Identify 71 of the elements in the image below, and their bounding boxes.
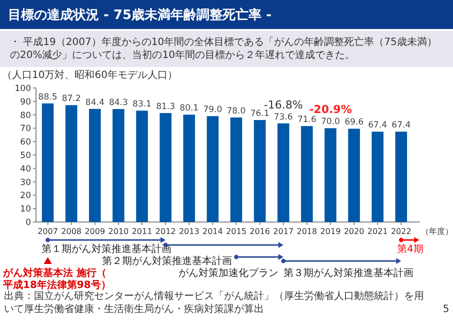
x-tick-label: 2007 bbox=[38, 227, 58, 236]
source-note: 出典：国立がん研究センターがん情報サービス「がん統計」（厚生労働省人口動態統計）を用いて厚生労働省健康・生活衛生局がん・疾病対策課が算出 bbox=[4, 290, 424, 315]
bar bbox=[372, 132, 384, 222]
x-tick-label: 2009 bbox=[84, 227, 106, 236]
bar bbox=[183, 114, 196, 222]
data-label: 69.6 bbox=[344, 118, 364, 128]
data-label: 84.3 bbox=[108, 98, 128, 108]
data-label: 79.0 bbox=[203, 105, 222, 116]
y-tick-label: 90 bbox=[20, 97, 31, 108]
y-tick-label: 30 bbox=[20, 178, 31, 188]
bar bbox=[324, 128, 336, 222]
x-tick-label: 2012 bbox=[155, 227, 176, 236]
text: がん対策基本法 施行（平成18年法律第98号） bbox=[2, 267, 111, 291]
y-axis-title: （人口10万対、昭和60年モデル人口） bbox=[2, 69, 178, 81]
bar bbox=[206, 116, 219, 222]
text: 5 bbox=[442, 304, 450, 315]
y-tick-label: 0 bbox=[26, 218, 31, 228]
y-tick-label: 10 bbox=[20, 204, 31, 215]
x-tick-label: 2018 bbox=[296, 227, 318, 236]
data-label: 67.4 bbox=[392, 120, 411, 131]
bar bbox=[395, 132, 408, 222]
x-tick-label: 2020 bbox=[344, 227, 364, 236]
data-label: 83.1 bbox=[132, 100, 152, 110]
y-tick-label: 100 bbox=[14, 84, 31, 94]
x-tick-label: 2010 bbox=[108, 227, 129, 236]
bar bbox=[301, 126, 313, 222]
x-tick-label: 2011 bbox=[132, 227, 152, 236]
y-tick-label: 40 bbox=[20, 164, 31, 174]
y-tick-label: 60 bbox=[20, 138, 31, 148]
y-tick-label: 70 bbox=[20, 124, 31, 134]
x-axis-title: （年度） bbox=[421, 227, 453, 236]
bar bbox=[42, 103, 54, 222]
x-tick-label: 2015 bbox=[226, 227, 246, 236]
bar bbox=[254, 120, 266, 222]
data-label: 73.6 bbox=[274, 112, 293, 122]
text: 第4期 bbox=[396, 243, 424, 255]
y-tick-label: 50 bbox=[20, 151, 31, 161]
data-label: 80.1 bbox=[180, 104, 199, 114]
data-label: 78.0 bbox=[226, 106, 246, 116]
x-tick-label: 2014 bbox=[202, 227, 223, 236]
text: 第２期がん対策推進基本計画 bbox=[102, 255, 232, 267]
data-label: 71.6 bbox=[297, 115, 316, 126]
x-tick-label: 2022 bbox=[390, 227, 412, 236]
x-tick-label: 2019 bbox=[320, 227, 341, 236]
bar bbox=[230, 117, 242, 222]
bar bbox=[348, 128, 360, 222]
data-label: 84.4 bbox=[85, 98, 104, 108]
x-tick-label: 2021 bbox=[367, 227, 388, 236]
chart-title: 目標の達成状況 - 75歳未満年齢調整死亡率 - bbox=[8, 7, 272, 23]
data-label: 76.1 bbox=[250, 109, 270, 120]
bar bbox=[89, 108, 101, 222]
chart-subtitle: ・ 平成19（2007）年度からの10年間の全体目標である「がんの年齢調整死亡率（75歳未満）の20%減少」については、当初の10年間の目標から２年遅れで達成できた。 bbox=[10, 36, 437, 61]
data-label: 67.4 bbox=[368, 120, 388, 131]
x-tick-label: 2017 bbox=[273, 227, 294, 236]
bar bbox=[277, 123, 290, 222]
bar bbox=[65, 105, 78, 222]
annotation: -20.9% bbox=[309, 103, 352, 116]
bar bbox=[160, 113, 172, 222]
data-label: 70.0 bbox=[321, 117, 340, 128]
y-tick-label: 20 bbox=[20, 191, 31, 202]
data-label: 88.5 bbox=[38, 92, 58, 102]
x-tick-label: 2013 bbox=[178, 227, 200, 236]
text: がん対策加速化プラン bbox=[178, 267, 278, 279]
text: 第３期がん対策推進基本計画 bbox=[283, 267, 414, 279]
x-tick-label: 2008 bbox=[61, 227, 82, 236]
data-label: 81.3 bbox=[156, 102, 176, 112]
x-tick-label: 2016 bbox=[250, 227, 270, 236]
data-label: 87.2 bbox=[62, 94, 81, 104]
bar bbox=[112, 109, 124, 222]
y-tick-label: 80 bbox=[20, 110, 31, 121]
bar bbox=[136, 110, 148, 222]
